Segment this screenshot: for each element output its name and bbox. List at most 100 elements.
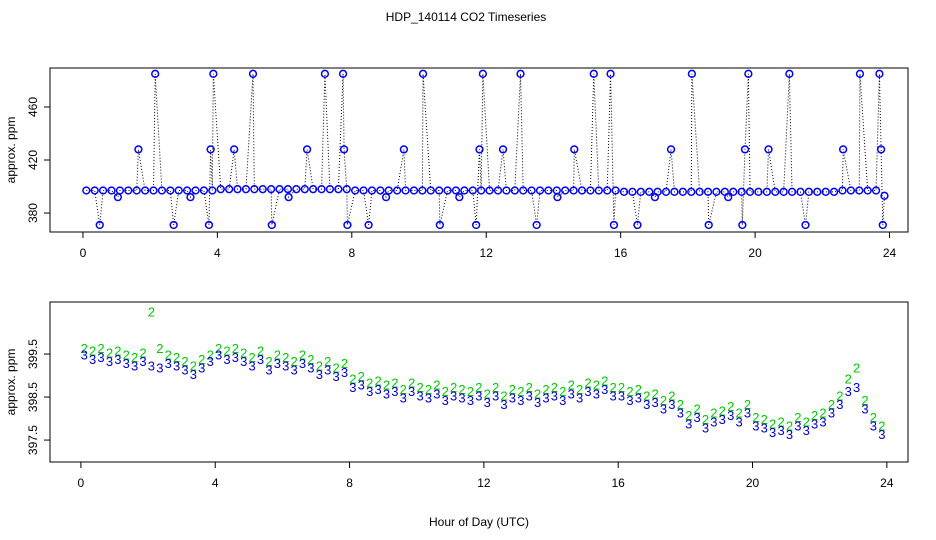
data-point: [485, 186, 494, 195]
data-point: [498, 145, 508, 154]
data-point: [275, 185, 284, 194]
data-point: [157, 186, 167, 195]
x-tick-label: 4: [212, 476, 219, 490]
data-point: 3: [710, 414, 717, 429]
data-point: 3: [374, 382, 381, 397]
y-axis-label: approx. ppm: [4, 349, 18, 416]
data-point: [876, 145, 886, 154]
data-point: [589, 69, 598, 78]
data-point: 2: [702, 412, 709, 427]
data-point: 3: [181, 363, 188, 378]
data-point: [460, 186, 469, 195]
x-tick-label: 4: [214, 246, 221, 260]
data-point: 2: [677, 397, 684, 412]
data-point: 2: [265, 354, 272, 369]
y-tick-label: 460: [26, 97, 40, 117]
x-tick-label: 24: [880, 476, 894, 490]
data-point: 3: [861, 401, 868, 416]
data-point: [875, 69, 884, 78]
data-point: 3: [475, 388, 482, 403]
data-point: 3: [450, 388, 457, 403]
data-point: [283, 185, 293, 194]
data-point: 3: [811, 416, 818, 431]
data-point: [426, 186, 435, 195]
data-point: [124, 186, 133, 195]
data-point: [186, 192, 195, 202]
data-point: 2: [165, 348, 172, 363]
data-point: 3: [845, 384, 852, 399]
data-point: 3: [400, 391, 407, 406]
data-point: 2: [828, 397, 835, 412]
data-point: [569, 186, 578, 195]
data-point: 2: [358, 369, 365, 384]
data-point: 2: [626, 384, 633, 399]
data-point: [771, 187, 780, 196]
data-point: 3: [139, 354, 146, 369]
data-point: [764, 145, 773, 154]
data-point: 2: [500, 388, 507, 403]
y-tick-label: 380: [26, 203, 40, 223]
data-point: 2: [240, 345, 247, 360]
data-point: [609, 220, 619, 230]
data-point: [787, 187, 797, 196]
data-point: [468, 186, 477, 195]
data-point: [703, 187, 713, 196]
data-point: 3: [517, 393, 524, 408]
data-point: 3: [173, 358, 180, 373]
plot-frame: [49, 67, 909, 233]
data-point: [863, 186, 872, 195]
data-point: [233, 185, 242, 194]
data-point: 2: [559, 384, 566, 399]
data-point: 2: [299, 348, 306, 363]
data-point: 3: [97, 350, 104, 365]
data-point: [381, 192, 391, 202]
data-point: 3: [274, 356, 281, 371]
data-point: [241, 185, 251, 194]
data-point: 3: [542, 391, 549, 406]
data-point: [519, 186, 528, 195]
data-point: [418, 69, 428, 78]
data-point: 3: [870, 419, 877, 434]
data-point: 3: [332, 369, 339, 384]
data-point: 2: [811, 408, 818, 423]
data-point: 3: [576, 391, 583, 406]
data-point: 3: [500, 397, 507, 412]
data-point: 2: [861, 393, 868, 408]
x-tick-label: 16: [612, 476, 626, 490]
data-point: [745, 187, 755, 196]
data-point: 2: [660, 393, 667, 408]
data-point: 3: [559, 393, 566, 408]
data-point: 3: [106, 354, 113, 369]
data-point: 2: [769, 416, 776, 431]
data-point: [151, 69, 160, 78]
data-point: 3: [291, 363, 298, 378]
data-point: 3: [853, 380, 860, 395]
data-point: 2: [509, 382, 516, 397]
data-point: 3: [458, 391, 465, 406]
data-point: [302, 145, 312, 154]
data-point: [90, 186, 99, 195]
data-point: 2: [668, 388, 675, 403]
x-tick-label: 24: [883, 246, 897, 260]
data-point: 2: [316, 358, 323, 373]
data-point: [451, 186, 461, 195]
data-point: [821, 187, 830, 196]
data-point: [208, 186, 217, 195]
data-point: [687, 69, 697, 78]
data-point: [134, 145, 143, 154]
data-point: 3: [526, 388, 533, 403]
data-point: [384, 186, 393, 195]
data-point: [553, 192, 562, 202]
data-point: [878, 220, 887, 230]
data-point: [619, 187, 629, 196]
data-point: 2: [324, 354, 331, 369]
data-point: [606, 69, 615, 78]
data-point: [586, 186, 595, 195]
data-point: 2: [693, 401, 700, 416]
data-point: 2: [484, 386, 491, 401]
data-point: [300, 185, 309, 194]
data-point: 3: [123, 356, 130, 371]
data-point: [510, 186, 519, 195]
data-point: [880, 191, 889, 200]
